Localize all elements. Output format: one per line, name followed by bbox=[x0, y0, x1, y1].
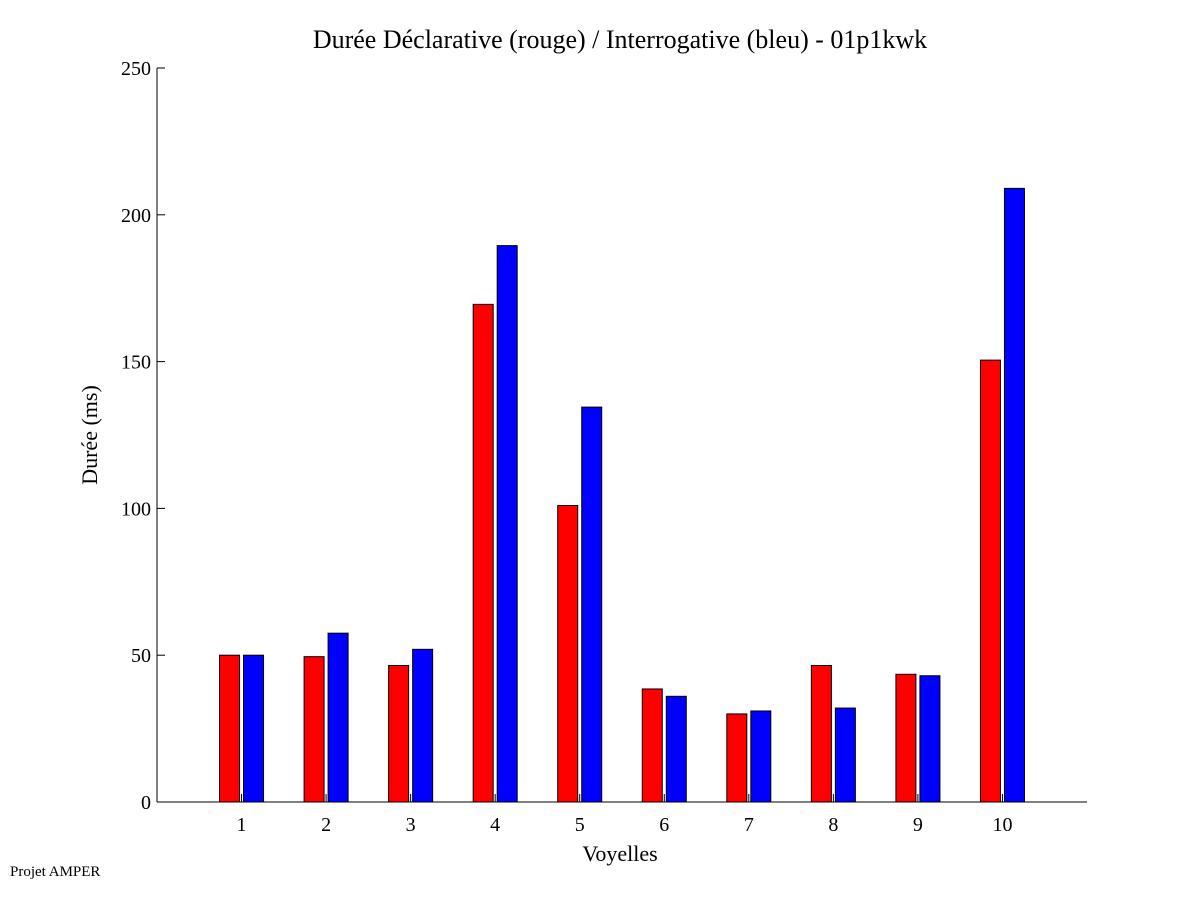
x-tick-label: 7 bbox=[744, 814, 754, 836]
x-axis-label: Voyelles bbox=[582, 841, 657, 866]
bar-series1-cat5 bbox=[557, 504, 579, 803]
x-tick-label: 2 bbox=[321, 814, 331, 836]
chart-title: Durée Déclarative (rouge) / Interrogativ… bbox=[313, 25, 927, 54]
bar-series2-cat4 bbox=[496, 245, 518, 803]
x-tick-label: 10 bbox=[992, 814, 1012, 836]
bar-series1-cat6 bbox=[641, 688, 663, 803]
bar-series2-cat8 bbox=[834, 707, 856, 803]
bar-series2-cat5 bbox=[581, 406, 603, 803]
bar-series1-cat10 bbox=[979, 359, 1001, 803]
y-tick-label: 0 bbox=[141, 792, 151, 814]
bar-series2-cat10 bbox=[1003, 187, 1025, 803]
bar-series1-cat2 bbox=[303, 656, 325, 803]
bar-series1-cat4 bbox=[472, 303, 494, 803]
bar-series1-cat9 bbox=[895, 673, 917, 803]
bar-series2-cat7 bbox=[750, 710, 772, 803]
y-axis: 0 50 100 150 200 250 bbox=[121, 58, 165, 814]
bar-series2-cat9 bbox=[919, 675, 941, 803]
y-tick-label: 200 bbox=[121, 205, 151, 227]
x-tick-label: 9 bbox=[913, 814, 923, 836]
bar-series2-cat3 bbox=[412, 648, 434, 803]
x-tick-label: 5 bbox=[575, 814, 585, 836]
bar-series1-cat7 bbox=[726, 713, 748, 803]
x-tick-label: 1 bbox=[237, 814, 247, 836]
x-tick-label: 8 bbox=[828, 814, 838, 836]
y-tick-label: 250 bbox=[121, 58, 151, 80]
bar-series2-cat6 bbox=[665, 695, 687, 803]
bar-series1-cat1 bbox=[219, 654, 241, 803]
plot-area bbox=[219, 187, 1025, 803]
y-tick-label: 150 bbox=[121, 352, 151, 374]
bar-series2-cat2 bbox=[327, 632, 349, 803]
y-axis-label: Durée (ms) bbox=[77, 385, 102, 485]
bar-series1-cat3 bbox=[388, 664, 410, 803]
bar-series1-cat8 bbox=[810, 664, 832, 803]
x-tick-label: 4 bbox=[490, 814, 500, 836]
y-tick-label: 100 bbox=[121, 498, 151, 520]
footer-credit: Projet AMPER bbox=[10, 864, 101, 880]
x-tick-label: 3 bbox=[406, 814, 416, 836]
bar-series2-cat1 bbox=[243, 654, 265, 803]
x-axis: 1 2 3 4 5 6 7 8 9 10 bbox=[157, 794, 1087, 836]
x-tick-label: 6 bbox=[659, 814, 669, 836]
y-tick-label: 50 bbox=[131, 645, 151, 667]
